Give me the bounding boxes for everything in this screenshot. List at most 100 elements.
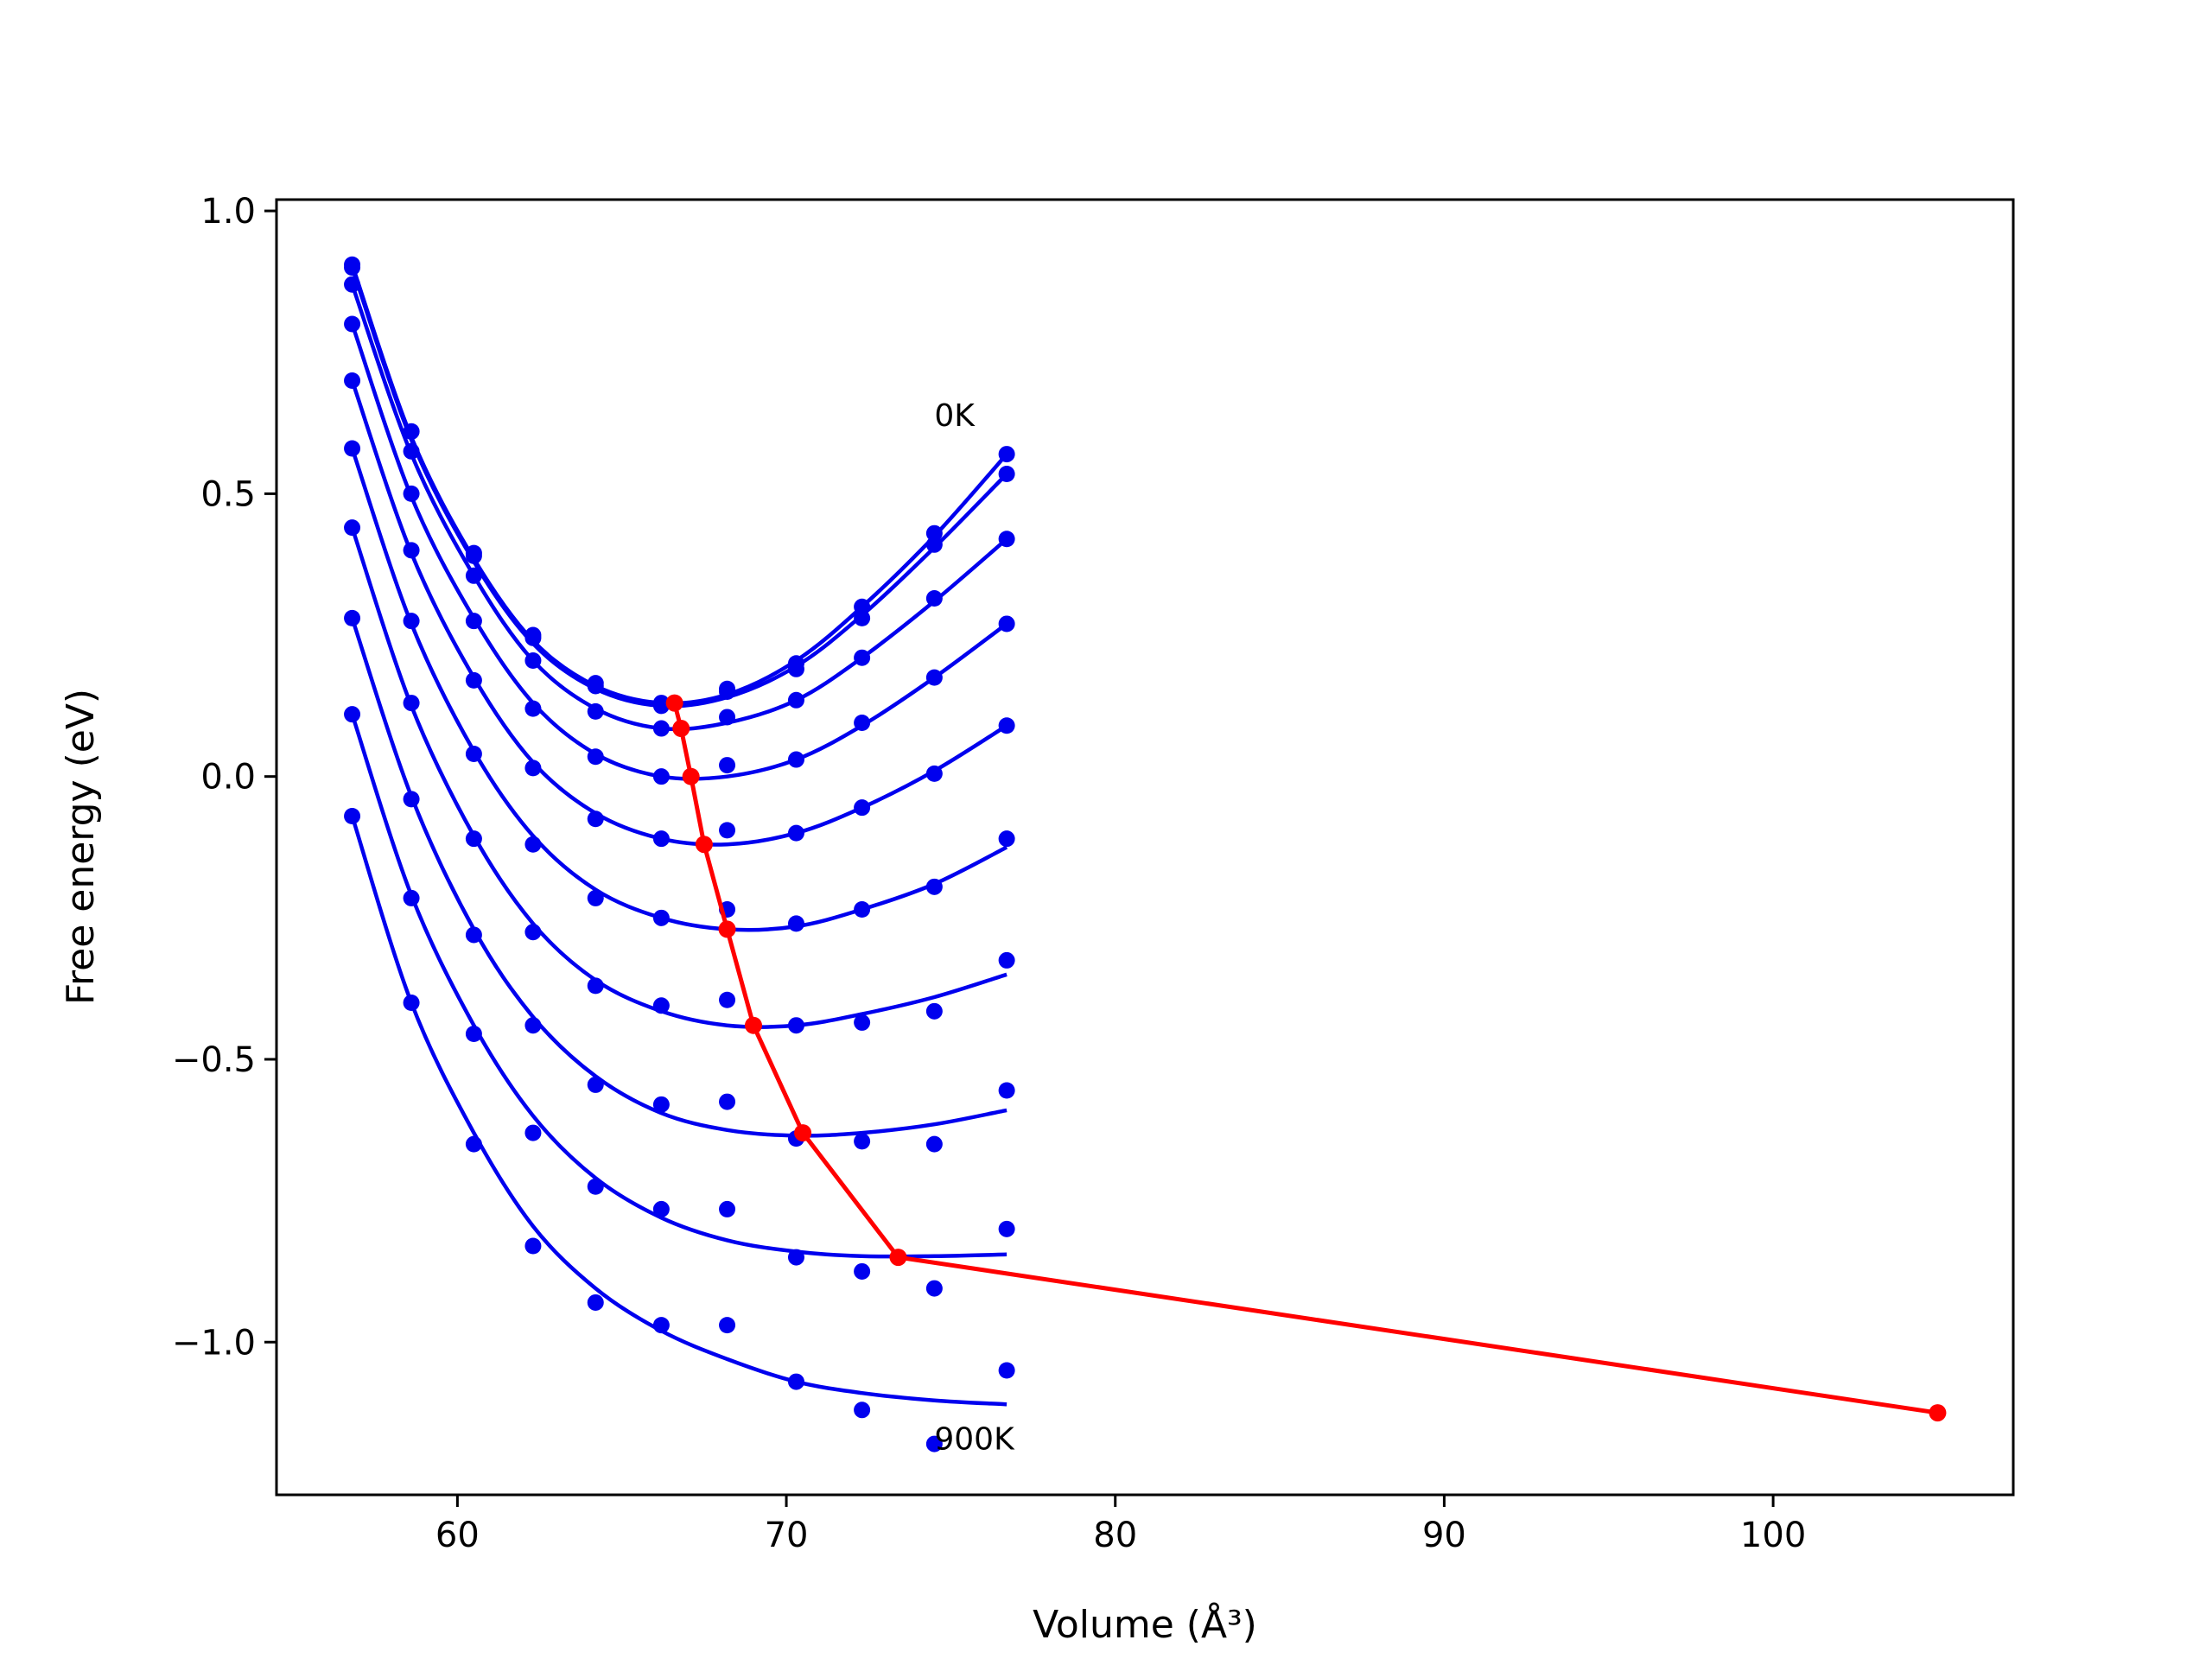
series-layer [344, 256, 1015, 1452]
data-point [344, 609, 361, 626]
data-point [344, 315, 361, 333]
minima-point [682, 767, 700, 785]
data-point [524, 924, 542, 941]
y-tick-label: −0.5 [172, 1040, 256, 1080]
series-T100 [344, 259, 1015, 715]
data-point [998, 951, 1015, 969]
y-tick-label: 1.0 [200, 192, 256, 232]
data-point [587, 1076, 604, 1093]
data-point [925, 1002, 943, 1020]
fit-line [350, 283, 1008, 732]
data-point [925, 878, 943, 895]
data-point [719, 1317, 736, 1334]
data-point [925, 765, 943, 782]
data-point [998, 717, 1015, 734]
data-point [925, 1280, 943, 1297]
y-tick-label: 0.5 [200, 474, 256, 514]
data-point [344, 706, 361, 723]
data-point [465, 830, 482, 848]
fit-line [350, 617, 1007, 1138]
annotation-label: 900K [934, 1422, 1015, 1458]
data-point [998, 1362, 1015, 1379]
data-point [925, 524, 943, 542]
data-point [719, 757, 736, 774]
data-point [787, 1017, 804, 1034]
data-point [652, 997, 670, 1014]
data-point [465, 671, 482, 689]
data-point [854, 1014, 871, 1031]
data-point [587, 677, 604, 695]
y-axis-label: Free energy (eV) [59, 689, 103, 1005]
data-point [787, 660, 804, 677]
data-point [465, 926, 482, 944]
data-point [652, 1200, 670, 1217]
data-point [719, 1200, 736, 1217]
data-point [787, 915, 804, 932]
data-point [925, 1135, 943, 1153]
data-point [854, 1262, 871, 1280]
plot-frame [275, 198, 2015, 1497]
minima-point [1929, 1404, 1947, 1422]
x-axis: 60 70 80 90 100 [435, 1495, 1806, 1555]
data-point [403, 889, 420, 906]
annotations: 0K 900K [934, 398, 1015, 1458]
data-point [344, 276, 361, 293]
data-point [998, 1220, 1015, 1237]
data-point [652, 768, 670, 785]
data-point [524, 652, 542, 669]
minima-point [665, 694, 683, 712]
data-point [925, 589, 943, 607]
data-point [465, 1026, 482, 1043]
fit-line [350, 815, 1007, 1407]
data-point [465, 567, 482, 584]
data-point [344, 440, 361, 457]
series-T600 [344, 519, 1015, 1034]
data-point [998, 615, 1015, 632]
data-point [403, 423, 420, 440]
x-tick-label: 70 [765, 1516, 809, 1555]
data-point [524, 1237, 542, 1255]
series-T500 [344, 440, 1015, 932]
data-point [465, 613, 482, 630]
data-point [998, 531, 1015, 548]
series-T400 [344, 372, 1015, 848]
data-point [719, 709, 736, 726]
fit-line [350, 379, 1008, 847]
fit-line [350, 526, 1007, 1029]
data-point [524, 760, 542, 777]
data-point [524, 1124, 542, 1141]
data-point [652, 1317, 670, 1334]
data-point [587, 889, 604, 906]
x-tick-label: 90 [1422, 1516, 1466, 1555]
y-axis: 1.0 0.5 0.0 −0.5 −1.0 [172, 192, 276, 1363]
series-T300 [344, 315, 1015, 785]
data-point [344, 259, 361, 276]
data-point [465, 1135, 482, 1153]
x-tick-label: 100 [1740, 1516, 1806, 1555]
data-point [587, 748, 604, 766]
data-point [652, 830, 670, 848]
data-point [925, 669, 943, 686]
data-point [652, 697, 670, 715]
minima-point [672, 720, 690, 738]
data-point [403, 542, 420, 559]
minima-point [889, 1249, 907, 1267]
data-point [587, 810, 604, 828]
minima-layer [665, 694, 1947, 1422]
data-point [652, 909, 670, 926]
data-point [524, 836, 542, 853]
data-point [403, 442, 420, 460]
x-axis-label: Volume (Å³) [1033, 1601, 1257, 1647]
data-point [465, 745, 482, 762]
data-point [787, 1373, 804, 1390]
data-point [587, 1178, 604, 1195]
series-T900 [344, 807, 1015, 1452]
data-point [652, 720, 670, 737]
y-tick-label: −1.0 [172, 1323, 256, 1363]
data-point [787, 751, 804, 768]
data-point [998, 446, 1015, 463]
minima-point [744, 1016, 762, 1034]
fit-line [350, 266, 1008, 709]
fit-line [350, 448, 1008, 932]
